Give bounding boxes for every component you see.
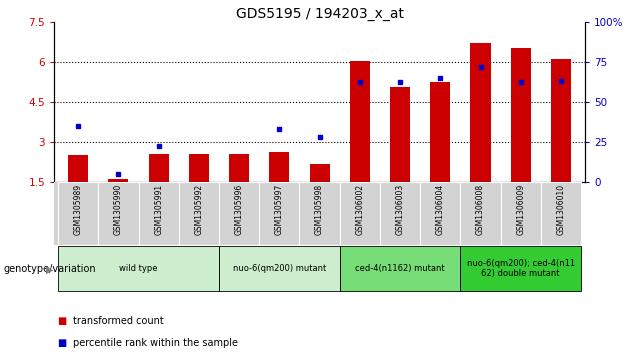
Text: wild type: wild type xyxy=(120,264,158,273)
Text: GSM1306003: GSM1306003 xyxy=(396,183,404,234)
Bar xyxy=(501,182,541,245)
Text: nuo-6(qm200) mutant: nuo-6(qm200) mutant xyxy=(233,264,326,273)
Text: percentile rank within the sample: percentile rank within the sample xyxy=(73,338,238,348)
Text: GSM1306004: GSM1306004 xyxy=(436,183,445,234)
Bar xyxy=(99,182,139,245)
Bar xyxy=(189,154,209,182)
Text: ■: ■ xyxy=(57,338,67,348)
Text: transformed count: transformed count xyxy=(73,316,164,326)
Bar xyxy=(219,182,259,245)
Text: GSM1305989: GSM1305989 xyxy=(74,183,83,234)
Bar xyxy=(219,246,340,291)
Text: GSM1305997: GSM1305997 xyxy=(275,183,284,234)
Bar xyxy=(269,152,289,182)
Text: GSM1306009: GSM1306009 xyxy=(516,183,525,234)
Bar xyxy=(340,182,380,245)
Bar xyxy=(460,246,581,291)
Text: GSM1306010: GSM1306010 xyxy=(556,183,565,234)
Bar xyxy=(310,164,329,182)
Bar xyxy=(430,82,450,182)
Bar xyxy=(551,59,571,182)
Text: ▶: ▶ xyxy=(46,264,54,274)
Bar xyxy=(390,87,410,182)
Bar xyxy=(511,48,531,182)
Bar xyxy=(229,154,249,182)
Bar xyxy=(471,43,490,182)
Text: ■: ■ xyxy=(57,316,67,326)
Bar xyxy=(108,179,128,182)
Text: GSM1306008: GSM1306008 xyxy=(476,183,485,234)
Bar xyxy=(541,182,581,245)
Bar xyxy=(460,182,501,245)
Text: GSM1305990: GSM1305990 xyxy=(114,183,123,234)
Bar xyxy=(179,182,219,245)
Bar xyxy=(420,182,460,245)
Bar xyxy=(68,155,88,182)
Text: GSM1305991: GSM1305991 xyxy=(154,183,163,234)
Text: GSM1306002: GSM1306002 xyxy=(356,183,364,234)
Bar xyxy=(350,61,370,182)
Bar xyxy=(58,182,99,245)
Text: genotype/variation: genotype/variation xyxy=(3,264,96,274)
Bar xyxy=(149,154,169,182)
Text: ced-4(n1162) mutant: ced-4(n1162) mutant xyxy=(356,264,445,273)
Text: GSM1305996: GSM1305996 xyxy=(235,183,244,234)
Bar xyxy=(58,246,219,291)
Text: GSM1305998: GSM1305998 xyxy=(315,183,324,234)
Text: GSM1305992: GSM1305992 xyxy=(195,183,204,234)
Bar xyxy=(259,182,300,245)
Title: GDS5195 / 194203_x_at: GDS5195 / 194203_x_at xyxy=(235,7,404,21)
Text: nuo-6(qm200); ced-4(n11
62) double mutant: nuo-6(qm200); ced-4(n11 62) double mutan… xyxy=(467,259,575,278)
Bar xyxy=(340,246,460,291)
Bar xyxy=(300,182,340,245)
Bar xyxy=(139,182,179,245)
Bar xyxy=(380,182,420,245)
